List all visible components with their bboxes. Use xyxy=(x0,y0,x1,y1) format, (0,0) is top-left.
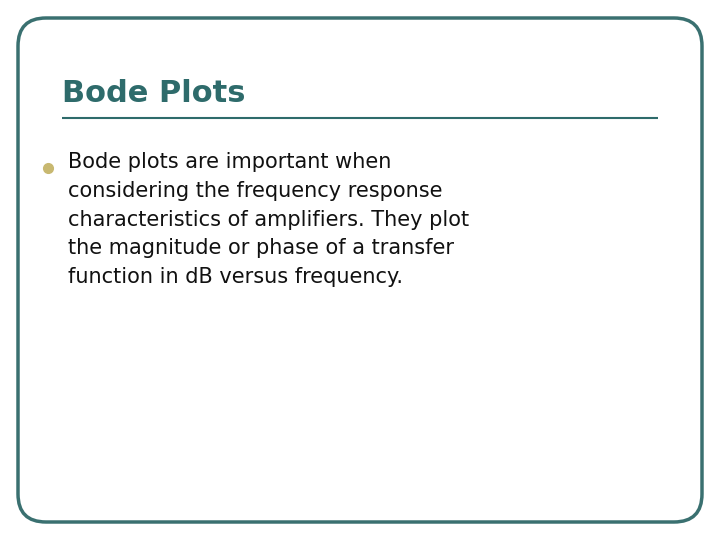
Text: Bode plots are important when
considering the frequency response
characteristics: Bode plots are important when considerin… xyxy=(68,152,469,287)
Text: Bode Plots: Bode Plots xyxy=(62,79,246,108)
FancyBboxPatch shape xyxy=(18,18,702,522)
